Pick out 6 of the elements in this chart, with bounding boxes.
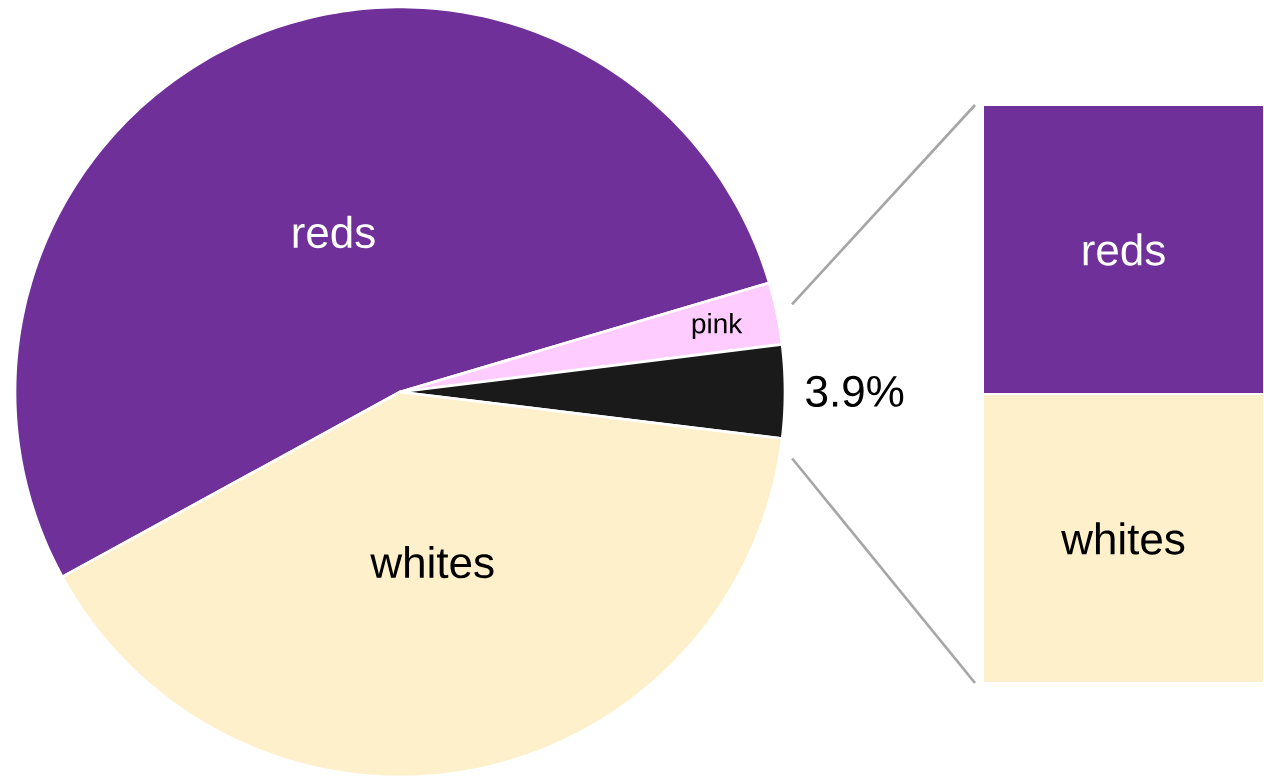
slice-label: reds xyxy=(293,215,375,249)
series-label: whites xyxy=(1061,522,1185,555)
series-label: reds xyxy=(1083,233,1165,266)
data-label: 3.9% xyxy=(806,375,904,407)
slice-label: whites xyxy=(370,545,494,579)
slice-label: pink xyxy=(692,312,743,340)
